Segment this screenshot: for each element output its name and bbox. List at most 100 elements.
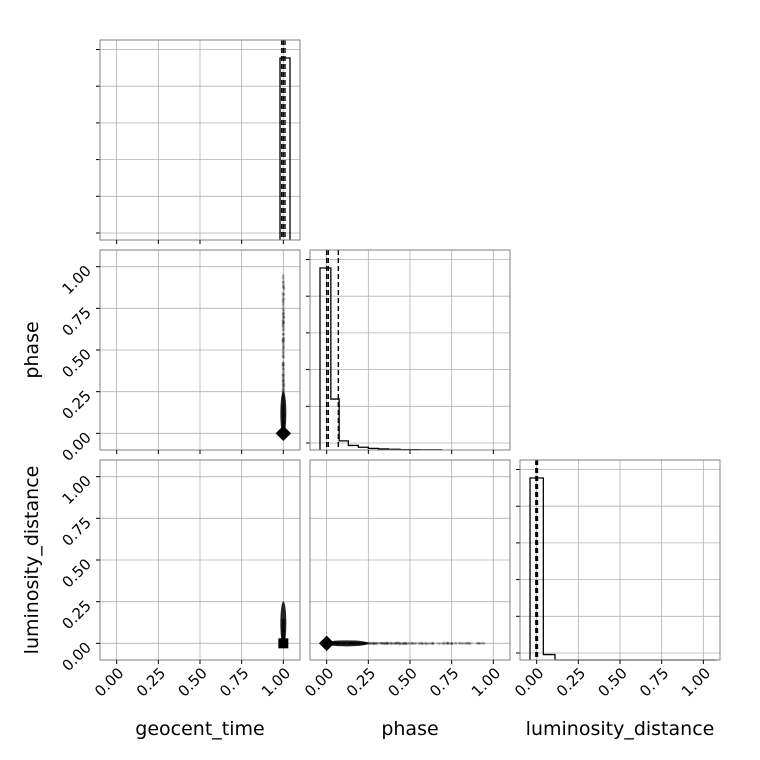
scatter-point — [281, 276, 285, 280]
scatter-point — [281, 354, 285, 358]
scatter-point — [407, 641, 411, 645]
scatter-point — [281, 388, 285, 392]
scatter-point — [408, 641, 411, 645]
scatter-point — [282, 283, 286, 286]
scatter-point — [424, 641, 427, 645]
scatter-point — [385, 641, 389, 645]
scatter-point — [281, 374, 285, 377]
scatter-point — [282, 365, 285, 368]
scatter-point — [457, 641, 461, 645]
scatter-point — [402, 642, 406, 645]
scatter-point — [450, 642, 453, 646]
scatter-point — [446, 641, 450, 645]
scatter-point — [282, 379, 285, 382]
scatter-point — [390, 642, 394, 645]
scatter-point — [281, 324, 285, 328]
scatter-point — [394, 642, 398, 645]
scatter-point — [282, 303, 285, 307]
scatter-point — [281, 367, 285, 371]
scatter-point — [402, 641, 406, 645]
scatter-point — [282, 309, 286, 312]
scatter-point — [476, 641, 479, 645]
scatter-point — [281, 352, 285, 355]
scatter-point — [420, 642, 424, 645]
scatter-point — [401, 642, 405, 645]
scatter-point — [282, 382, 286, 386]
scatter-point — [282, 378, 285, 382]
scatter-point — [383, 642, 387, 645]
scatter-point — [404, 641, 407, 645]
scatter-point — [458, 641, 461, 645]
scatter-point — [385, 642, 389, 646]
scatter-point — [481, 641, 484, 645]
contour-marker — [275, 425, 292, 442]
scatter-point — [281, 379, 285, 383]
scatter-point — [477, 641, 480, 645]
scatter-point — [282, 347, 285, 351]
scatter-point — [373, 642, 377, 645]
scatter-point — [281, 297, 285, 301]
scatter-point — [387, 642, 391, 645]
y-tick-label: 0.50 — [58, 555, 94, 591]
scatter-point — [418, 641, 421, 645]
scatter-point — [385, 641, 389, 645]
scatter-point — [282, 338, 285, 342]
scatter-point — [282, 328, 286, 331]
scatter-point — [421, 642, 424, 646]
scatter-point — [401, 642, 405, 645]
scatter-point — [282, 315, 286, 319]
scatter-point — [281, 344, 285, 348]
scatter-point — [450, 642, 453, 646]
scatter-point — [399, 642, 403, 645]
scatter-point — [282, 369, 285, 373]
scatter-point — [368, 642, 372, 645]
scatter-point — [404, 641, 407, 645]
scatter-point — [281, 339, 285, 342]
scatter-point — [282, 380, 285, 384]
scatter-point — [282, 321, 286, 324]
scatter-point — [281, 319, 284, 322]
scatter-point — [454, 642, 458, 645]
scatter-point — [281, 373, 285, 377]
x-tick-label: 0.00 — [511, 664, 547, 700]
scatter-point — [281, 280, 285, 284]
scatter-point — [281, 294, 285, 298]
scatter-point — [281, 349, 285, 353]
scatter-point — [282, 385, 285, 388]
scatter-point — [393, 642, 396, 645]
scatter-point — [282, 289, 286, 293]
scatter-point — [453, 641, 457, 645]
scatter-point — [282, 379, 285, 382]
scatter-point — [281, 300, 285, 304]
y-tick-label: 1.00 — [58, 472, 94, 508]
scatter-point — [450, 642, 454, 646]
scatter-point — [281, 347, 285, 351]
scatter-point — [282, 309, 285, 313]
scatter-point — [281, 383, 285, 387]
scatter-point — [281, 301, 285, 305]
scatter-point — [414, 641, 418, 645]
scatter-point — [282, 287, 286, 290]
scatter-point — [384, 642, 388, 646]
scatter-point — [428, 642, 432, 645]
scatter-point — [442, 642, 445, 645]
scatter-point — [380, 641, 383, 645]
scatter-point — [372, 641, 375, 645]
scatter-point — [410, 641, 413, 645]
scatter-point — [282, 355, 285, 359]
scatter-point — [282, 345, 285, 348]
scatter-point — [450, 642, 454, 645]
scatter-point — [470, 641, 474, 645]
x-axis-label-luminosity-distance: luminosity_distance — [526, 718, 715, 740]
scatter-point — [281, 311, 285, 315]
scatter-point — [372, 642, 375, 646]
scatter-point — [445, 642, 449, 645]
scatter-point — [281, 286, 285, 289]
scatter-point — [282, 309, 285, 312]
scatter-point — [282, 386, 285, 390]
scatter-point — [281, 372, 285, 376]
x-tick-label: 1.00 — [468, 664, 504, 700]
scatter-point — [282, 316, 285, 320]
scatter-point — [281, 313, 285, 316]
scatter-point — [282, 367, 285, 371]
